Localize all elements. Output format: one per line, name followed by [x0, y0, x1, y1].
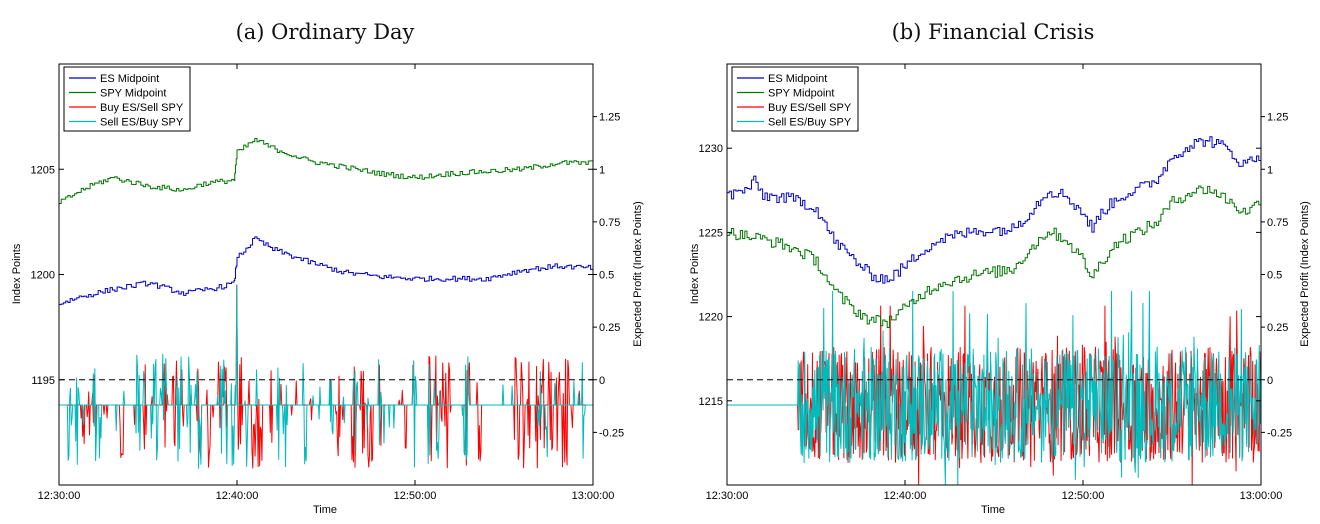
- y2-axis-label: Expected Profit (Index Points): [632, 201, 644, 347]
- x-tick-label: 12:40:00: [216, 490, 259, 502]
- x-tick-label: 12:50:00: [394, 490, 437, 502]
- legend-label: ES Midpoint: [100, 73, 159, 85]
- x-axis-label: Time: [981, 504, 1005, 516]
- series-spy-midpoint: [59, 138, 593, 204]
- legend-item: Buy ES/Sell SPY: [69, 102, 184, 114]
- y2-tick-label: 0.75: [1267, 217, 1288, 229]
- legend-label: SPY Midpoint: [100, 88, 166, 100]
- y2-tick-label: 0.25: [1267, 322, 1288, 334]
- series-spy-midpoint: [727, 185, 1261, 329]
- series-line: [59, 138, 593, 204]
- legend-item: Buy ES/Sell SPY: [737, 102, 852, 114]
- axes: 1215 1220 1225 1230 -0.25 0 0.25 0.5 0.75 1 1.25 12…: [699, 64, 1292, 502]
- legend-label: Sell ES/Buy SPY: [100, 117, 184, 129]
- legend-label: SPY Midpoint: [768, 88, 834, 100]
- legend: ES Midpoint SPY Midpoint Buy ES/Sell SPY Se…: [731, 66, 859, 132]
- y2-axis-label: Expected Profit (Index Points): [1299, 201, 1311, 347]
- series-line: [727, 136, 1261, 284]
- y2-tick-label: 1.25: [1267, 112, 1288, 124]
- x-tick-label: 12:30:00: [706, 490, 749, 502]
- y2-tick-label: 1: [1267, 164, 1273, 176]
- y-tick-label: 1215: [699, 396, 723, 408]
- series-line: [727, 290, 1261, 485]
- y-tick-label: 1220: [699, 312, 723, 324]
- legend-item: Sell ES/Buy SPY: [69, 117, 184, 129]
- y2-tick-label: -0.25: [599, 427, 624, 439]
- legend-label: Buy ES/Sell SPY: [100, 102, 184, 114]
- y2-tick-label: 0.25: [599, 322, 620, 334]
- legend: ES Midpoint SPY Midpoint Buy ES/Sell SPY Se…: [63, 66, 191, 132]
- y2-tick-label: 0.5: [1267, 270, 1282, 282]
- series-line: [727, 305, 1261, 485]
- panel-title: (b) Financial Crisis: [892, 20, 1095, 44]
- y-tick-label: 1200: [31, 270, 55, 282]
- series-line: [59, 284, 593, 469]
- panel-financial-crisis: (b) Financial Crisis 1215 1220 1225 1230 -0.…: [689, 20, 1311, 516]
- series-buy-es-sell-spy: [727, 305, 1261, 485]
- y2-tick-label: -0.25: [1267, 427, 1292, 439]
- y-axis-label: Index Points: [11, 243, 23, 304]
- x-tick-label: 12:40:00: [884, 490, 927, 502]
- y2-tick-label: 1.25: [599, 112, 620, 124]
- y2-tick-label: 1: [599, 164, 605, 176]
- legend-item: ES Midpoint: [69, 73, 159, 85]
- series-es-midpoint: [59, 236, 593, 306]
- legend-label: Sell ES/Buy SPY: [768, 117, 852, 129]
- panel-title: (a) Ordinary Day: [236, 20, 415, 44]
- legend-item: ES Midpoint: [737, 73, 827, 85]
- y2-tick-label: 0.5: [599, 270, 614, 282]
- series-line: [727, 185, 1261, 329]
- y-tick-label: 1230: [699, 143, 723, 155]
- x-axis-label: Time: [313, 504, 337, 516]
- series-es-midpoint: [727, 136, 1261, 284]
- series-sell-es-buy-spy: [59, 284, 593, 469]
- series-sell-es-buy-spy: [727, 290, 1261, 485]
- y-tick-label: 1225: [699, 227, 723, 239]
- legend-item: SPY Midpoint: [69, 88, 166, 100]
- legend-label: ES Midpoint: [768, 73, 827, 85]
- legend-item: Sell ES/Buy SPY: [737, 117, 852, 129]
- x-tick-label: 12:30:00: [38, 490, 81, 502]
- plot-content: [59, 138, 593, 469]
- y-axis-label: Index Points: [689, 243, 701, 304]
- plot-content: [727, 136, 1261, 485]
- y-tick-label: 1205: [31, 164, 55, 176]
- y2-tick-label: 0: [1267, 375, 1273, 387]
- y2-tick-label: 0.75: [599, 217, 620, 229]
- legend-item: SPY Midpoint: [737, 88, 834, 100]
- x-tick-label: 13:00:00: [572, 490, 615, 502]
- legend-label: Buy ES/Sell SPY: [768, 102, 852, 114]
- panel-ordinary-day: (a) Ordinary Day 1195 1200 1205 -0.25 0 0.25 0…: [11, 20, 644, 516]
- x-tick-label: 12:50:00: [1062, 490, 1105, 502]
- x-tick-label: 13:00:00: [1240, 490, 1283, 502]
- y2-tick-label: 0: [599, 375, 605, 387]
- y-tick-label: 1195: [31, 375, 55, 387]
- axes: 1195 1200 1205 -0.25 0 0.25 0.5 0.75 1 1.25 12:30:…: [31, 64, 624, 502]
- series-line: [59, 236, 593, 306]
